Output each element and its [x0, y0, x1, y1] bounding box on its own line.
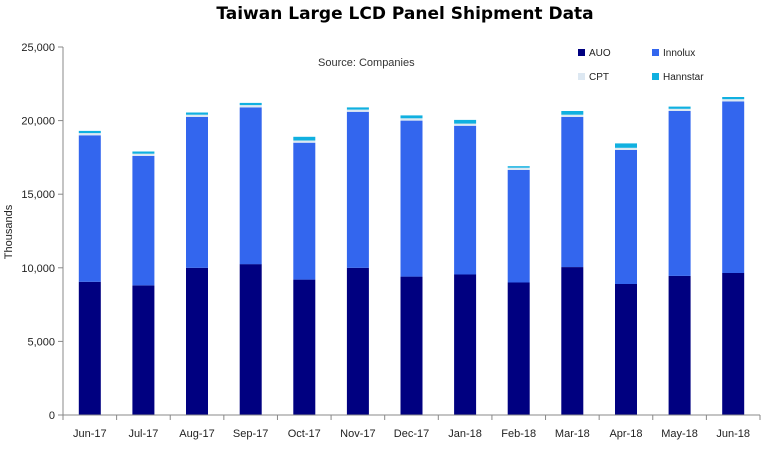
bar-hannstar-aug-17 [186, 112, 208, 115]
bar-cpt-feb-18 [507, 167, 530, 170]
bar-innolux-feb-18 [507, 169, 530, 283]
bar-cpt-apr-18 [615, 147, 637, 150]
bar-innolux-aug-17 [186, 116, 208, 268]
x-tick-label: May-18 [661, 428, 698, 440]
legend-swatch-auo [578, 49, 585, 56]
bar-hannstar-nov-17 [346, 107, 369, 110]
y-axis-label: Thousands [3, 204, 15, 259]
x-tick-label: Jun-17 [73, 428, 107, 440]
bar-innolux-jun-18 [722, 101, 745, 273]
bar-innolux-sep-17 [239, 107, 262, 265]
bar-cpt-aug-17 [186, 114, 208, 117]
y-tick-label: 10,000 [21, 263, 55, 275]
bar-hannstar-mar-18 [561, 111, 584, 115]
x-tick-label: Nov-17 [340, 428, 375, 440]
bar-innolux-jun-17 [78, 135, 101, 282]
bar-innolux-mar-18 [561, 116, 584, 268]
bar-innolux-oct-17 [293, 142, 316, 280]
bar-innolux-apr-18 [615, 150, 637, 284]
bar-auo-mar-18 [561, 267, 584, 415]
bar-innolux-nov-17 [346, 111, 369, 268]
legend-swatch-innolux [652, 49, 659, 56]
bar-auo-jan-18 [454, 274, 477, 415]
x-tick-label: Dec-17 [394, 428, 429, 440]
y-tick-label: 20,000 [21, 116, 55, 128]
source-annotation: Source: Companies [318, 57, 415, 69]
bar-hannstar-jun-18 [722, 97, 745, 100]
bar-auo-oct-17 [293, 279, 316, 415]
bar-auo-sep-17 [239, 264, 262, 415]
x-tick-label: Jun-18 [716, 428, 750, 440]
bar-cpt-dec-17 [400, 118, 423, 121]
bar-auo-may-18 [668, 275, 691, 415]
chart-title: Taiwan Large LCD Panel Shipment Data [216, 4, 594, 24]
bar-cpt-may-18 [668, 108, 691, 111]
bar-innolux-may-18 [668, 111, 691, 276]
bar-cpt-jun-18 [722, 99, 745, 102]
bar-auo-jun-17 [78, 281, 101, 415]
bar-innolux-jan-18 [454, 125, 477, 275]
bar-auo-dec-17 [400, 276, 423, 415]
bar-auo-jun-18 [722, 273, 745, 415]
x-tick-label: Mar-18 [555, 428, 590, 440]
y-tick-label: 5,000 [27, 336, 55, 348]
bar-auo-jul-17 [132, 285, 155, 415]
bar-hannstar-sep-17 [239, 102, 262, 106]
bar-hannstar-may-18 [668, 106, 691, 109]
legend-label-hannstar: Hannstar [663, 72, 704, 83]
bar-innolux-dec-17 [400, 120, 423, 277]
legend-label-cpt: CPT [589, 72, 609, 83]
x-tick-label: Oct-17 [288, 428, 321, 440]
bar-cpt-jun-17 [78, 133, 101, 136]
bar-cpt-mar-18 [561, 114, 584, 117]
bar-cpt-sep-17 [239, 105, 262, 108]
y-tick-label: 15,000 [21, 189, 55, 201]
x-tick-label: Jul-17 [128, 428, 158, 440]
bar-auo-feb-18 [507, 282, 530, 415]
legend-swatch-hannstar [652, 73, 659, 80]
bar-hannstar-jul-17 [132, 151, 155, 154]
bar-auo-apr-18 [615, 284, 637, 415]
y-tick-label: 25,000 [21, 42, 55, 54]
bar-auo-nov-17 [346, 267, 369, 415]
bar-cpt-nov-17 [346, 109, 369, 112]
x-tick-label: Apr-18 [609, 428, 642, 440]
bar-cpt-jan-18 [454, 123, 477, 126]
bar-cpt-oct-17 [293, 140, 316, 143]
bar-hannstar-jan-18 [454, 119, 477, 124]
legend-label-innolux: Innolux [663, 48, 695, 59]
x-tick-label: Aug-17 [179, 428, 214, 440]
bar-hannstar-apr-18 [615, 143, 637, 148]
y-tick-label: 0 [49, 410, 55, 422]
bar-hannstar-jun-17 [78, 130, 101, 134]
legend-swatch-cpt [578, 73, 585, 80]
bar-hannstar-dec-17 [400, 115, 423, 119]
bar-innolux-jul-17 [132, 155, 155, 286]
x-tick-label: Feb-18 [501, 428, 536, 440]
bar-cpt-jul-17 [132, 153, 155, 156]
bar-auo-aug-17 [186, 267, 208, 415]
x-tick-label: Jan-18 [448, 428, 482, 440]
legend-label-auo: AUO [589, 48, 611, 59]
bar-hannstar-oct-17 [293, 136, 316, 141]
bar-hannstar-feb-18 [507, 166, 530, 168]
x-tick-label: Sep-17 [233, 428, 268, 440]
legend: AUO Innolux CPT Hannstar [578, 48, 704, 83]
